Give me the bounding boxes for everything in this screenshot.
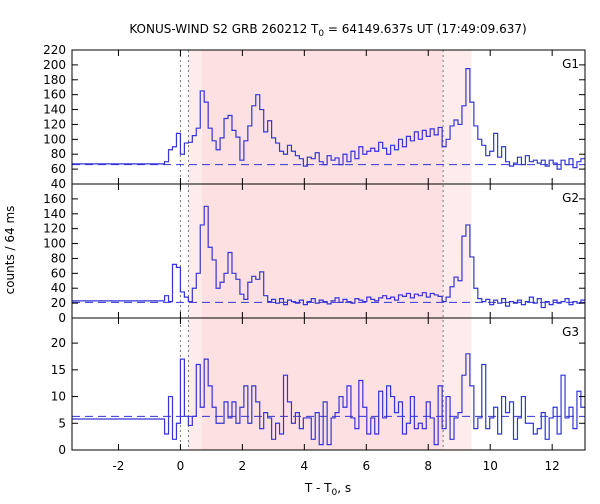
y-tick-label: 80	[51, 251, 66, 265]
shaded-interval	[443, 50, 472, 450]
y-tick-label: 120	[43, 222, 66, 236]
y-tick-label: 20	[51, 336, 66, 350]
y-tick-label: 100	[43, 237, 66, 251]
panel-label: G1	[562, 57, 579, 71]
x-tick-label: 8	[424, 459, 432, 473]
shaded-interval	[188, 50, 203, 450]
x-tick-label: 6	[362, 459, 370, 473]
y-tick-label: 200	[43, 58, 66, 72]
y-tick-label: 180	[43, 73, 66, 87]
x-tick-label: 12	[545, 459, 560, 473]
x-tick-label: 2	[239, 459, 247, 473]
y-tick-label: 5	[58, 416, 66, 430]
y-tick-label: 60	[51, 266, 66, 280]
y-tick-label: 0	[58, 443, 66, 457]
x-tick-label: -2	[112, 459, 124, 473]
x-tick-label: 10	[483, 459, 498, 473]
x-tick-label: 4	[301, 459, 309, 473]
x-axis-label: T - T0, s	[304, 481, 351, 498]
y-tick-label: 15	[51, 363, 66, 377]
y-tick-label: 160	[43, 192, 66, 206]
panel-label: G3	[562, 325, 579, 339]
y-tick-label: 160	[43, 88, 66, 102]
y-tick-label: 40	[51, 177, 66, 191]
y-tick-label: 120	[43, 117, 66, 131]
panel-label: G2	[562, 191, 579, 205]
y-tick-label: 10	[51, 390, 66, 404]
y-tick-label: 140	[43, 103, 66, 117]
y-tick-label: 0	[58, 311, 66, 325]
chart-title: KONUS-WIND S2 GRB 260212 T0 = 64149.637s…	[129, 22, 526, 39]
y-tick-label: 100	[43, 132, 66, 146]
x-tick-label: 0	[177, 459, 185, 473]
y-tick-label: 60	[51, 162, 66, 176]
g3-panel-frame	[71, 317, 586, 451]
shaded-interval	[202, 50, 444, 450]
y-tick-label: 20	[51, 296, 66, 310]
y-tick-label: 140	[43, 207, 66, 221]
g3-light-curve	[72, 353, 585, 446]
y-tick-label: 80	[51, 147, 66, 161]
y-tick-label: 40	[51, 281, 66, 295]
g2-light-curve	[72, 205, 585, 309]
y-axis-label: counts / 64 ms	[3, 206, 17, 295]
y-tick-label: 220	[43, 43, 66, 57]
g1-light-curve	[72, 68, 585, 170]
